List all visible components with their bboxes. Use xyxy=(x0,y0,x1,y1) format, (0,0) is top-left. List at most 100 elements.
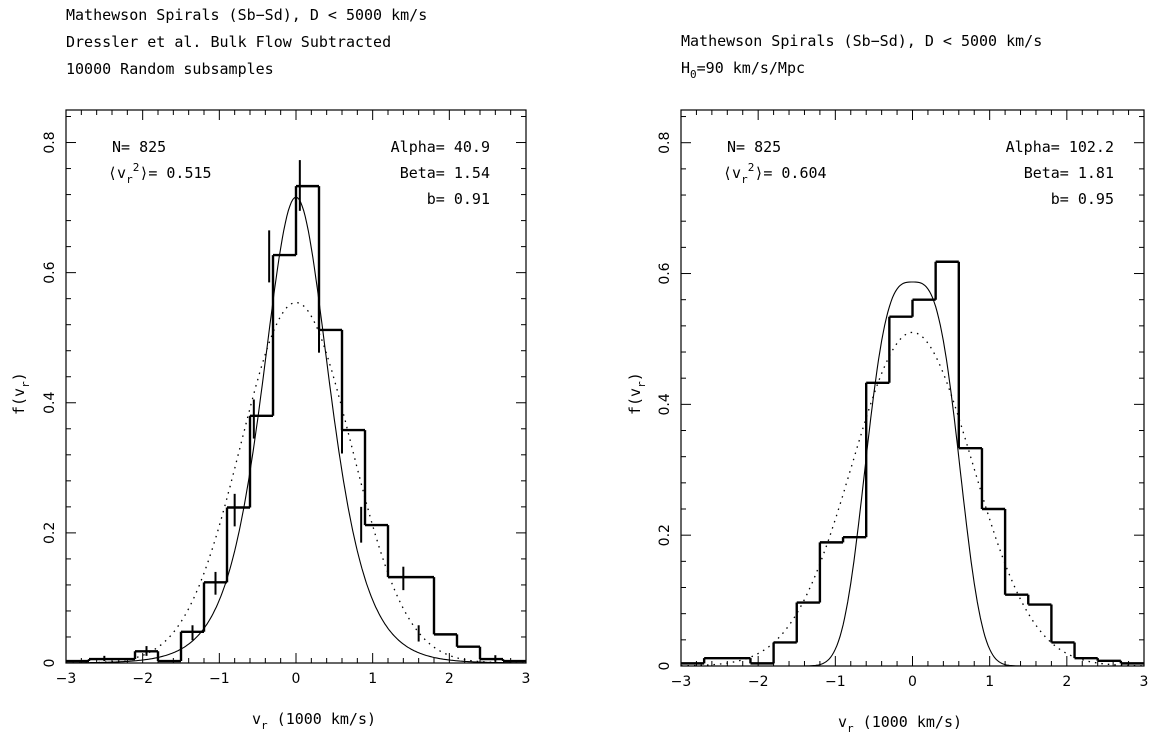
right-annot-b: b= 0.95 xyxy=(1051,190,1114,208)
right-title-rest: =90 km/s/Mpc xyxy=(697,59,805,77)
right-annot-n: N= 825 xyxy=(727,138,781,156)
x-tick-label: 0 xyxy=(292,671,301,687)
left-y-axis-label: f(vr) xyxy=(10,372,32,415)
right-annot-alpha: Alpha= 102.2 xyxy=(1006,138,1114,156)
x-tick-label: 1 xyxy=(368,671,377,687)
x-tick-label: −2 xyxy=(132,671,153,687)
right-title-h: H xyxy=(681,59,690,77)
left-annot-alpha: Alpha= 40.9 xyxy=(391,138,490,156)
histogram-bin xyxy=(1096,658,1121,662)
right-panel: Mathewson Spirals (Sb−Sd), D < 5000 km/s… xyxy=(626,32,1148,735)
y-tick-label: 0.8 xyxy=(657,132,673,154)
left-y-tick-labels: 0 0.2 0.4 0.6 0.8 xyxy=(42,131,58,667)
x-tick-label: −1 xyxy=(825,674,846,690)
left-xlabel-main: v xyxy=(252,710,261,728)
right-x-axis-label: vr (1000 km/s) xyxy=(838,713,962,735)
left-axis-ticks xyxy=(65,110,527,664)
right-annot-v2-prefix: ⟨v xyxy=(723,164,741,182)
histogram-bin xyxy=(501,659,526,663)
left-title-line-2: Dressler et al. Bulk Flow Subtracted xyxy=(66,33,391,51)
y-tick-label: 0.6 xyxy=(42,261,58,283)
y-tick-label: 0 xyxy=(657,662,673,671)
x-tick-label: 3 xyxy=(1140,674,1149,690)
right-title-line-1: Mathewson Spirals (Sb−Sd), D < 5000 km/s xyxy=(681,32,1042,50)
right-title-line-2: H0=90 km/s/Mpc xyxy=(681,59,805,81)
histogram-bin xyxy=(980,448,1006,511)
left-x-tick-labels: −3 −2 −1 0 1 2 3 xyxy=(56,671,531,687)
left-annot-v2-sub: r xyxy=(126,173,133,186)
y-tick-label: 0.4 xyxy=(657,393,673,415)
x-tick-label: 2 xyxy=(445,671,454,687)
histogram-bin xyxy=(478,646,503,661)
histogram-bin xyxy=(317,186,342,332)
histogram-bin xyxy=(749,658,774,665)
right-ylabel-end: ) xyxy=(626,372,644,381)
histogram-bin xyxy=(1050,604,1075,644)
histogram-bin xyxy=(957,261,982,450)
histogram-bin xyxy=(911,298,936,317)
model-curve-solid xyxy=(66,196,526,664)
left-annot-beta: Beta= 1.54 xyxy=(400,164,490,182)
right-annot-v2: ⟨vr2⟩= 0.604 xyxy=(723,161,827,186)
histogram-bin xyxy=(225,506,250,583)
x-tick-label: −3 xyxy=(671,674,692,690)
right-annot-v2-suffix: ⟩= 0.604 xyxy=(754,164,826,182)
histogram-bin xyxy=(1073,642,1098,660)
histogram-bin xyxy=(455,634,480,648)
right-xlabel-unit: (1000 km/s) xyxy=(854,713,962,731)
left-annot-v2-sup: 2 xyxy=(133,161,140,174)
right-y-axis-label: f(vr) xyxy=(626,372,648,415)
histogram-bin xyxy=(795,601,820,643)
left-chart-marks xyxy=(66,160,526,664)
histogram-bin xyxy=(1003,509,1029,596)
left-ylabel-sub: r xyxy=(19,381,32,388)
right-axis-ticks xyxy=(680,110,1145,667)
right-annot-v2-sup: 2 xyxy=(748,161,755,174)
left-xlabel-unit: (1000 km/s) xyxy=(268,710,376,728)
left-annot-v2: ⟨vr2⟩= 0.515 xyxy=(108,161,212,186)
histogram-bin xyxy=(865,381,890,538)
histogram-bin xyxy=(386,525,434,579)
left-ylabel-main: f(v xyxy=(10,388,28,415)
histogram-bin xyxy=(818,541,844,603)
histogram-bin xyxy=(888,315,913,383)
histogram-bin xyxy=(156,651,181,663)
y-tick-label: 0.6 xyxy=(657,262,673,284)
left-annot-b: b= 0.91 xyxy=(427,190,490,208)
left-x-axis-label: vr (1000 km/s) xyxy=(252,710,376,732)
histogram-bin xyxy=(1119,660,1144,665)
right-title-sub: 0 xyxy=(690,68,697,81)
right-annot-beta: Beta= 1.81 xyxy=(1024,164,1114,182)
x-tick-label: 0 xyxy=(908,674,917,690)
right-x-tick-labels: −3 −2 −1 0 1 2 3 xyxy=(671,674,1149,690)
histogram-bin xyxy=(702,656,751,664)
left-xlabel-sub: r xyxy=(261,719,268,732)
x-tick-label: 3 xyxy=(522,671,531,687)
left-panel: Mathewson Spirals (Sb−Sd), D < 5000 km/s… xyxy=(10,6,530,732)
model-curve-dotted xyxy=(66,301,526,664)
histogram-bin xyxy=(934,260,959,300)
y-tick-label: 0.8 xyxy=(42,131,58,153)
left-annot-n: N= 825 xyxy=(112,138,166,156)
left-annot-v2-prefix: ⟨v xyxy=(108,164,126,182)
y-tick-label: 0.2 xyxy=(42,522,58,544)
histogram-bin xyxy=(432,577,457,636)
right-ylabel-main: f(v xyxy=(626,388,644,415)
right-chart-marks xyxy=(681,260,1144,667)
y-tick-label: 0.2 xyxy=(657,524,673,546)
histogram-bin xyxy=(87,657,135,662)
left-ylabel-end: ) xyxy=(10,372,28,381)
right-y-tick-labels: 0 0.2 0.4 0.6 0.8 xyxy=(657,132,673,671)
x-tick-label: −2 xyxy=(748,674,769,690)
right-annot-v2-sub: r xyxy=(741,173,748,186)
histogram-bin xyxy=(271,253,296,416)
left-title-line-1: Mathewson Spirals (Sb−Sd), D < 5000 km/s xyxy=(66,6,427,24)
model-curve-dotted xyxy=(681,331,1144,667)
model-curve-solid xyxy=(681,281,1144,667)
right-xlabel-sub: r xyxy=(847,722,854,735)
x-tick-label: −1 xyxy=(209,671,230,687)
histogram-bin xyxy=(363,430,388,527)
histogram-bin xyxy=(1027,594,1052,606)
y-tick-label: 0.4 xyxy=(42,392,58,414)
histogram-bin xyxy=(340,329,365,432)
